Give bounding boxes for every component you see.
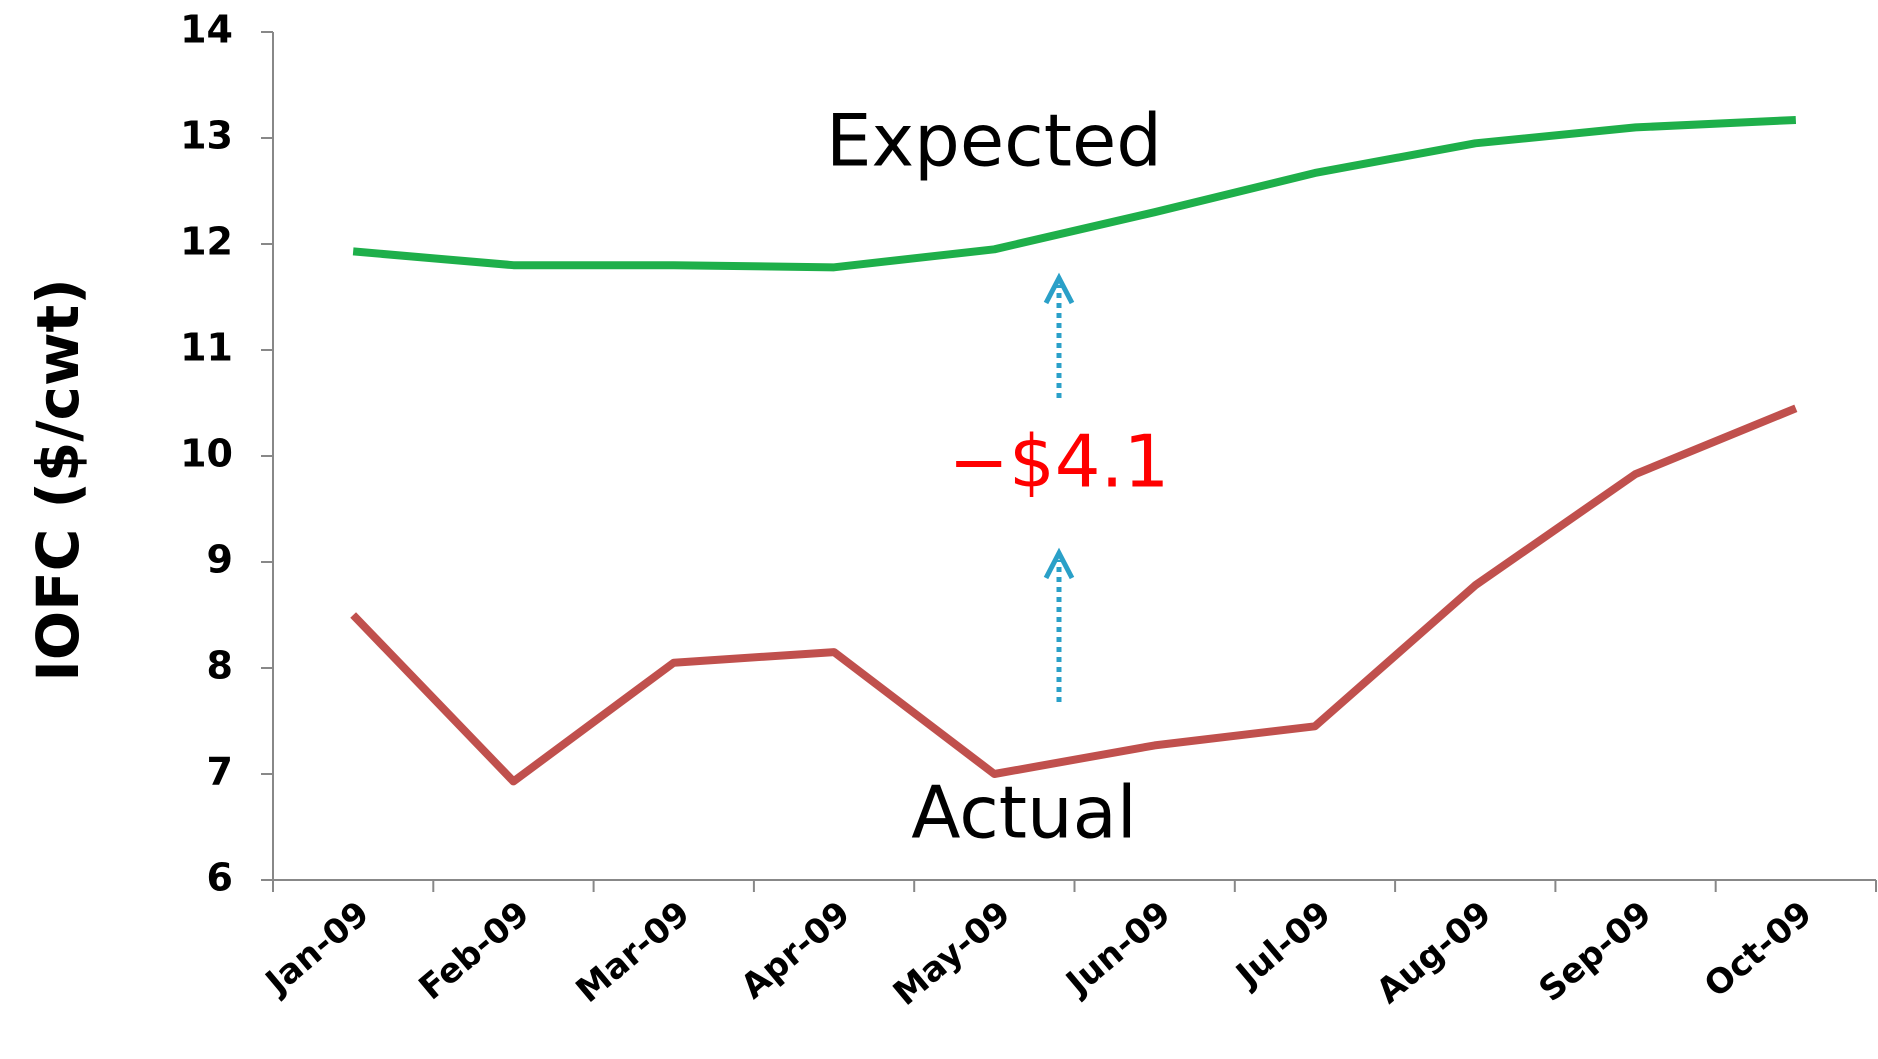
series-label: Expected (826, 99, 1162, 183)
y-tick-label: 8 (207, 644, 233, 688)
x-tick-label: Jan-09 (257, 894, 377, 1004)
series-line (352, 115, 1797, 272)
gap-annotation: −$4.1 (949, 420, 1170, 504)
series-line (350, 404, 1798, 786)
x-tick-label: Jun-09 (1057, 894, 1178, 1005)
x-tick-label: Jul-09 (1227, 894, 1338, 997)
y-tick-label: 7 (207, 750, 233, 794)
x-tick-label: Feb-09 (412, 894, 538, 1009)
x-tick-label: May-09 (886, 894, 1018, 1014)
y-tick-label: 14 (180, 8, 233, 52)
x-tick-label: Oct-09 (1697, 894, 1820, 1006)
y-tick-label: 13 (180, 114, 233, 158)
series-label: Actual (911, 771, 1137, 855)
y-tick-label: 11 (180, 326, 233, 370)
y-tick-label: 10 (180, 432, 233, 476)
y-tick-label: 12 (180, 220, 233, 264)
gap-arrows (1043, 272, 1075, 702)
x-tick-label: Mar-09 (569, 894, 698, 1011)
y-axis-label: IOFC ($/cwt) (24, 278, 92, 682)
x-tick-label: Apr-09 (734, 894, 858, 1007)
x-tick-label: Sep-09 (1532, 894, 1660, 1010)
y-tick-label: 6 (207, 856, 233, 900)
x-tick-label: Aug-09 (1369, 894, 1499, 1012)
y-tick-label: 9 (207, 538, 233, 582)
